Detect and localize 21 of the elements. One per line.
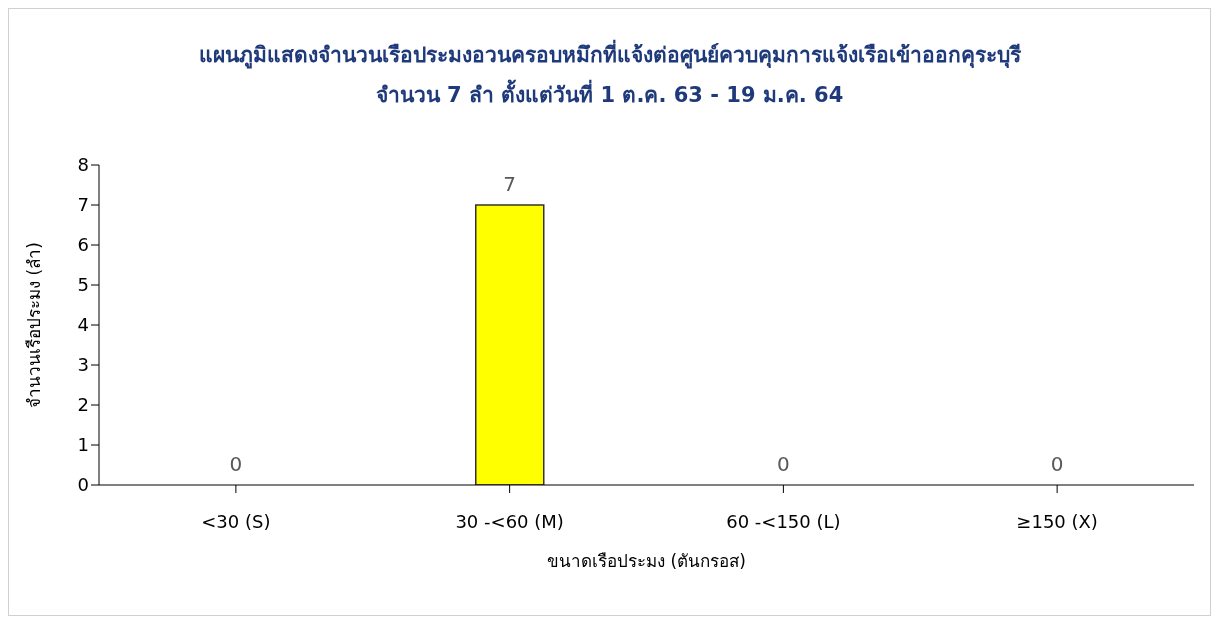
data-label: 7 xyxy=(503,172,516,196)
y-tick-label: 4 xyxy=(77,314,89,336)
y-axis-title: จำนวนเรือประมง (ลำ) xyxy=(24,242,45,408)
chart-title: แผนภูมิแสดงจำนวนเรือประมงอวนครอบหมึกที่แจ้งต่อศูนย์ควบคุมการแจ้งเรือเข้าออกคุระบุรี xyxy=(197,38,1022,71)
y-tick-label: 0 xyxy=(77,474,89,496)
x-tick-label: 30 -<60 (M) xyxy=(455,510,564,532)
data-label: 0 xyxy=(229,452,243,476)
y-tick-label: 5 xyxy=(77,274,89,296)
y-tick-label: 3 xyxy=(77,354,89,376)
x-axis-title: ขนาดเรือประมง (ตันกรอส) xyxy=(547,551,746,571)
chart-subtitle: จำนวน 7 ลำ ตั้งแต่วันที่ 1 ต.ค. 63 - 19 ม.ค. 64 xyxy=(374,78,845,109)
x-tick-label: <30 (S) xyxy=(201,510,271,532)
x-tick-label: 60 -<150 (L) xyxy=(726,510,841,532)
y-tick-label: 8 xyxy=(77,154,89,176)
y-tick-label: 2 xyxy=(77,394,89,416)
y-tick-label: 6 xyxy=(77,234,89,256)
y-tick-label: 7 xyxy=(77,194,89,216)
data-label: 0 xyxy=(777,452,790,476)
y-tick-label: 1 xyxy=(77,434,89,456)
x-tick-label: ≥150 (X) xyxy=(1016,510,1098,532)
data-label: 0 xyxy=(1050,452,1064,476)
